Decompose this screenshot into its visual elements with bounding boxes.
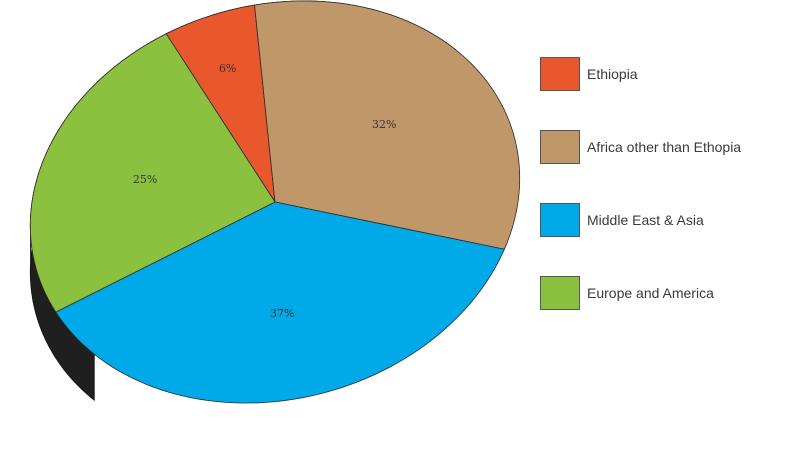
pie-value-label-2: 32% bbox=[372, 118, 396, 131]
pie-value-label-4: 25% bbox=[133, 173, 157, 186]
legend-label-europe-america: Europe and America bbox=[587, 285, 714, 301]
legend-swatch-europe-america bbox=[540, 276, 580, 310]
pie-slice-africa-other-than-ethopia bbox=[254, 0, 521, 250]
pie-value-label-1: 6% bbox=[219, 62, 236, 75]
pie-value-label-3: 37% bbox=[270, 307, 294, 320]
legend-label-ethiopia: Ethiopia bbox=[587, 66, 638, 82]
legend-item-europe-america: Europe and America bbox=[540, 275, 790, 311]
legend-item-ethiopia: Ethiopia bbox=[540, 56, 790, 92]
pie-value-labels: 6% 32% 37% 25% bbox=[133, 62, 397, 320]
legend-swatch-middle-east-asia bbox=[540, 203, 580, 237]
pie-chart: 6% 32% 37% 25% bbox=[29, 0, 521, 404]
legend-item-africa-other: Africa other than Ethopia bbox=[540, 129, 790, 165]
pie-slice-europe-and-america bbox=[29, 33, 276, 313]
pie-slice-ethiopia bbox=[165, 4, 276, 203]
legend-label-middle-east-asia: Middle East & Asia bbox=[587, 212, 704, 228]
legend-swatch-africa-other bbox=[540, 130, 580, 164]
pie-slices bbox=[29, 0, 521, 404]
pie-slice-middle-east-asia bbox=[55, 201, 505, 404]
legend-label-africa-other: Africa other than Ethopia bbox=[587, 139, 742, 155]
legend-swatch-ethiopia bbox=[540, 57, 580, 91]
legend-item-middle-east-asia: Middle East & Asia bbox=[540, 202, 790, 238]
legend: Ethiopia Africa other than Ethopia Middl… bbox=[540, 56, 790, 348]
